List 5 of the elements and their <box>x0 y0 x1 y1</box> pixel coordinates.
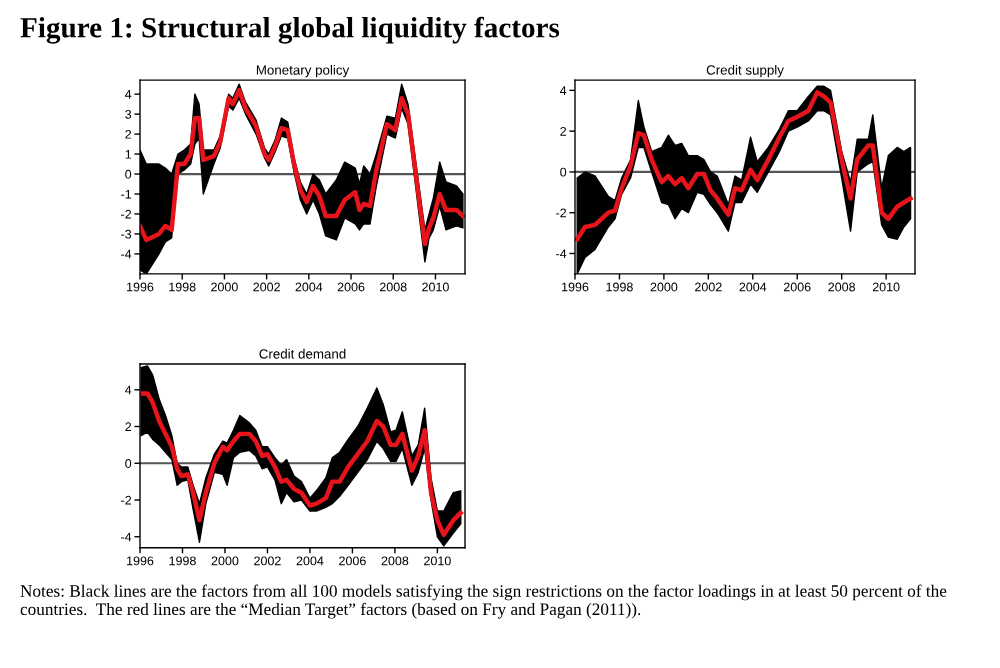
line-series <box>575 90 913 242</box>
line-series <box>140 87 465 247</box>
text: Figure 1: Structural global liquidity factors <box>20 16 560 44</box>
line-series <box>140 391 463 538</box>
text: Notes: Black lines are the factors from all 100 models satisfying the sign restrictions on the factor loadings in at least 50 percent of the countries. The red lines are the “Median Target” factors (based on Fry and Pagan (2011)). <box>20 584 947 619</box>
